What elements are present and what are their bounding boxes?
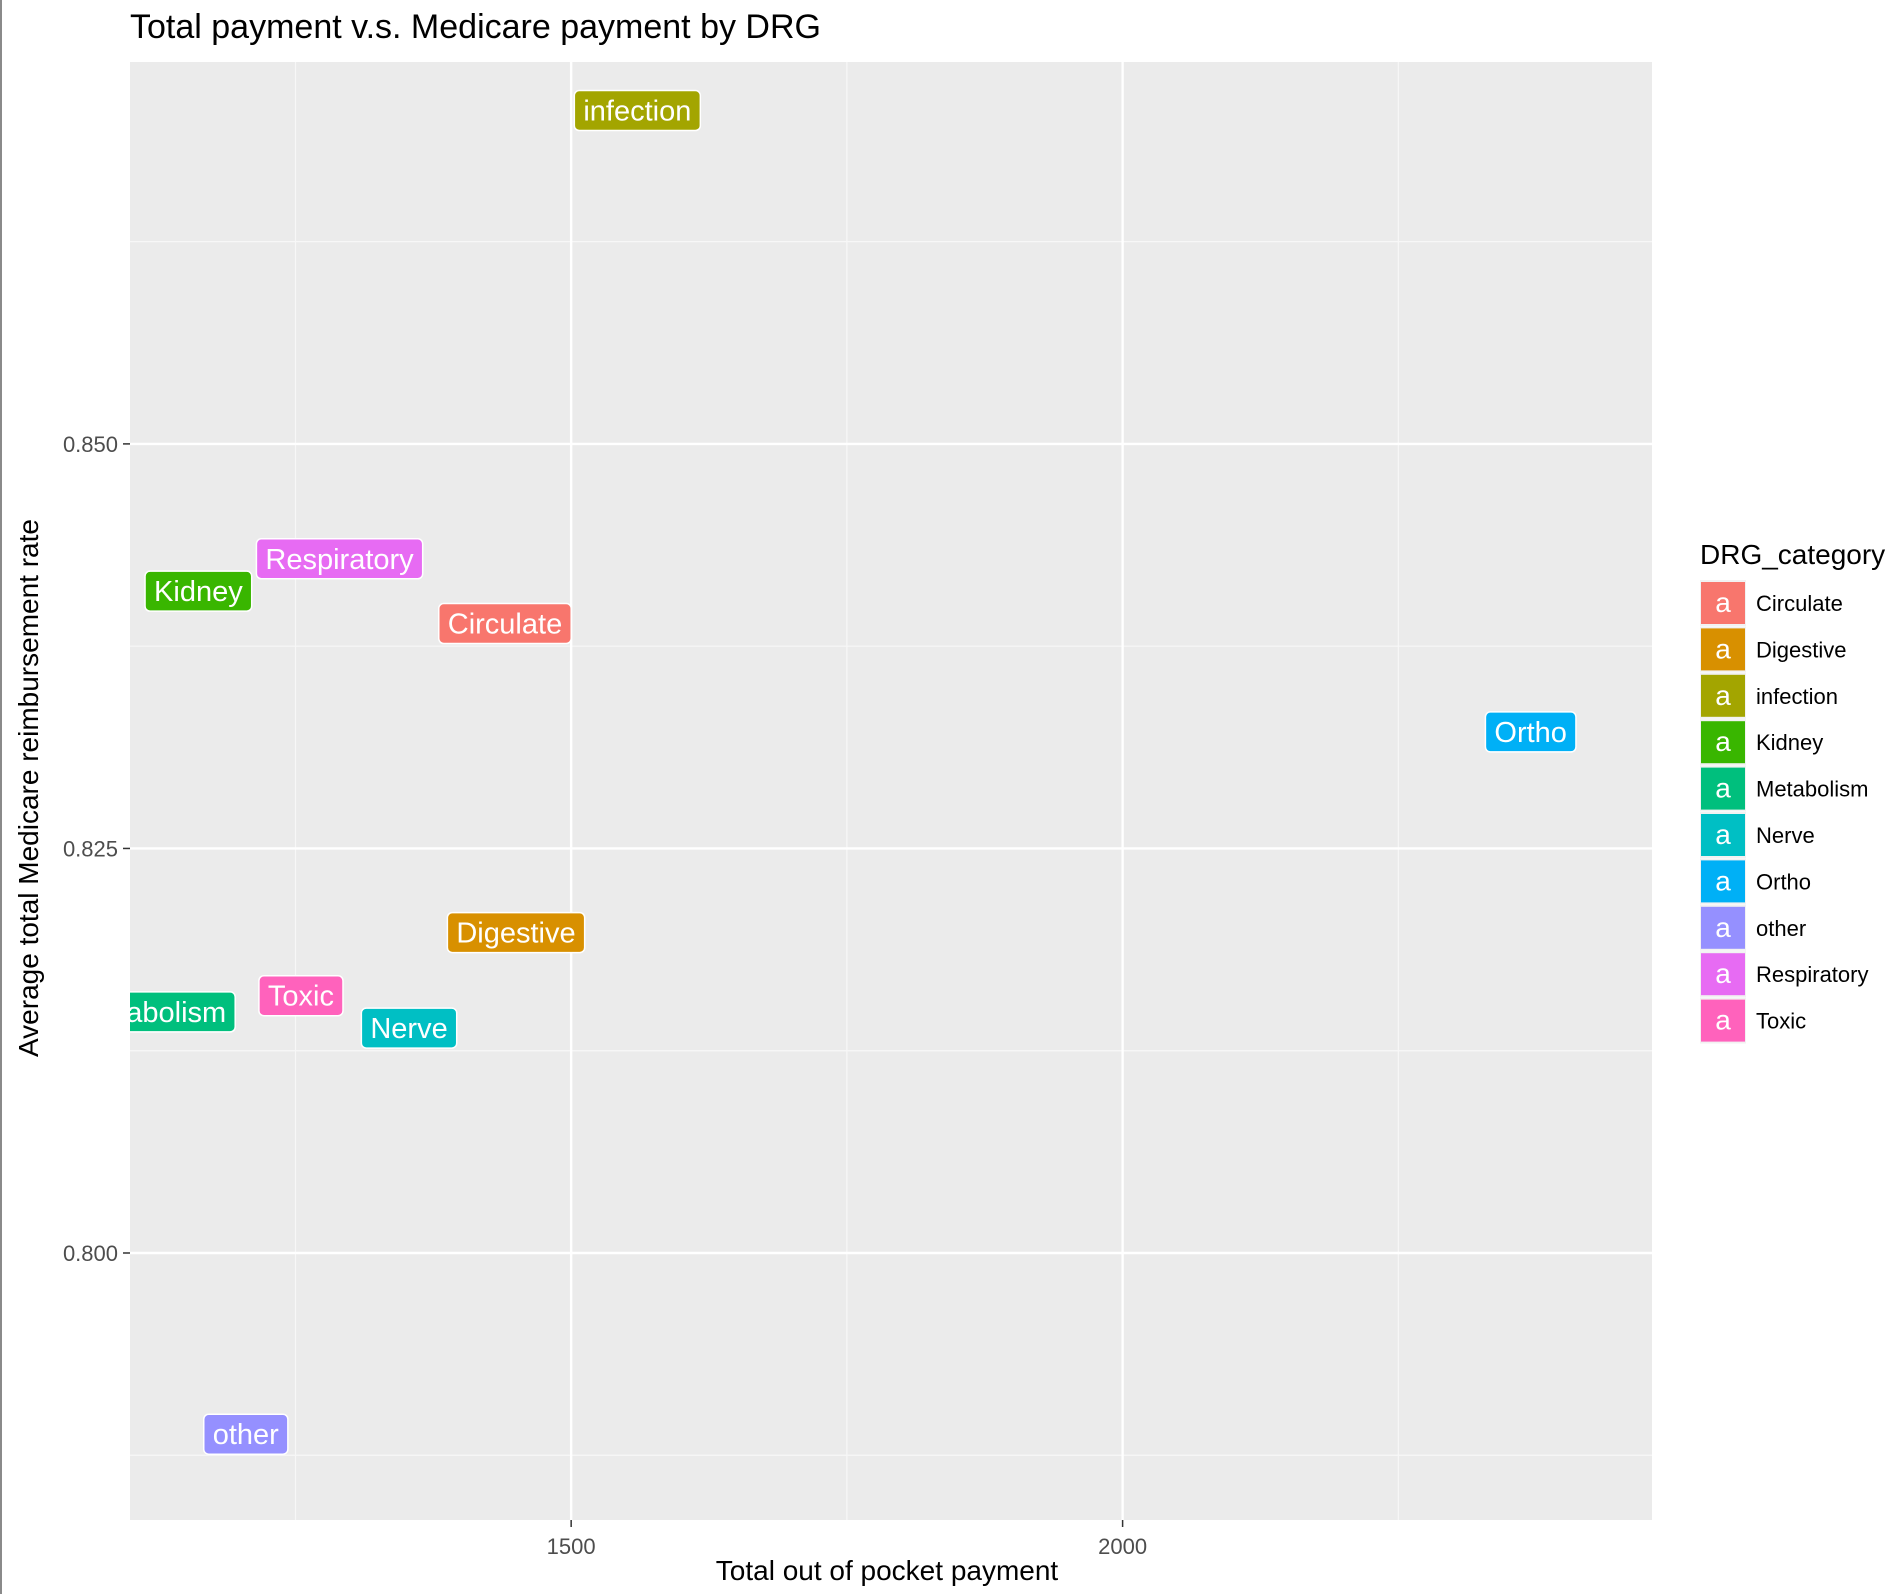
- plot-panel: [130, 62, 1652, 1520]
- legend-item-label: Nerve: [1756, 823, 1815, 848]
- legend-swatch: [1701, 860, 1745, 903]
- legend-item-ortho: a Ortho: [1700, 858, 1811, 905]
- data-label-other: other: [202, 1413, 289, 1455]
- data-labels: Circulate Digestive infection Kidney Metabol…: [78, 89, 1577, 1455]
- legend-swatch: [1701, 674, 1745, 717]
- legend-item-label: Respiratory: [1756, 962, 1868, 987]
- legend-item-nerve: a Nerve: [1700, 812, 1815, 858]
- y-tick-label: 0.800: [63, 1241, 118, 1266]
- legend-item-respiratory: a Respiratory: [1700, 951, 1868, 998]
- legend-key-glyph: a: [1715, 958, 1731, 989]
- data-label-box: [130, 991, 236, 1033]
- legend-swatch: [1701, 953, 1745, 996]
- legend-title: DRG_category: [1700, 539, 1885, 570]
- data-label-text: Ortho: [1494, 717, 1567, 749]
- data-label-box: [1484, 711, 1577, 753]
- data-label-box: [360, 1007, 458, 1049]
- data-label-toxic: Toxic: [258, 974, 344, 1017]
- legend-item-label: Metabolism: [1756, 777, 1868, 802]
- y-axis-label: Average total Medicare reimbursement rat…: [13, 519, 44, 1057]
- legend-key-glyph: a: [1715, 726, 1731, 757]
- legend-swatch: [1701, 721, 1745, 764]
- axes: 1500 2000 0.800 0.825 0.850: [63, 432, 1147, 1559]
- data-label-box: [255, 538, 424, 580]
- data-label-infection: infection: [573, 89, 702, 132]
- data-label-text: Toxic: [268, 981, 334, 1013]
- data-label-text: Respiratory: [265, 544, 414, 576]
- legend-item-circulate: a Circulate: [1700, 580, 1843, 626]
- grid-minor: [130, 62, 1652, 1520]
- data-label-metabolism: Metabolism: [78, 991, 236, 1033]
- data-label-text: other: [213, 1419, 279, 1451]
- data-label-nerve: Nerve: [360, 1007, 458, 1049]
- legend-key-glyph: a: [1715, 865, 1731, 896]
- data-label-box: [438, 602, 572, 645]
- data-label-box: [258, 974, 344, 1017]
- y-tick-label: 0.825: [63, 836, 118, 861]
- x-tick-label: 2000: [1098, 1534, 1147, 1559]
- legend-item-other: a other: [1700, 904, 1806, 951]
- data-label-respiratory: Respiratory: [255, 538, 424, 580]
- data-label-circulate: Circulate: [438, 602, 572, 645]
- x-axis-label: Total out of pocket payment: [716, 1555, 1059, 1586]
- left-edge-strip: [0, 0, 2, 1594]
- data-label-text: infection: [583, 96, 691, 128]
- legend-item-label: Toxic: [1756, 1009, 1806, 1034]
- legend-swatch: [1701, 582, 1745, 624]
- data-label-box: [144, 570, 253, 612]
- legend-item-label: infection: [1756, 684, 1838, 709]
- legend-swatch: [1701, 999, 1745, 1042]
- legend-key-glyph: a: [1715, 819, 1731, 850]
- legend-item-kidney: a Kidney: [1700, 719, 1823, 766]
- legend-swatch: [1701, 906, 1745, 949]
- legend-item-infection: a infection: [1700, 672, 1838, 719]
- data-label-text: Digestive: [456, 918, 575, 950]
- legend-item-label: Kidney: [1756, 730, 1823, 755]
- legend-swatch: [1701, 628, 1745, 671]
- legend-key-glyph: a: [1715, 680, 1731, 711]
- legend-key-glyph: a: [1715, 912, 1731, 943]
- legend-item-label: Digestive: [1756, 637, 1846, 662]
- data-label-digestive: Digestive: [446, 911, 586, 954]
- data-label-kidney: Kidney: [144, 570, 253, 612]
- grid-major: [130, 62, 1652, 1520]
- legend-item-label: Circulate: [1756, 591, 1843, 616]
- data-label-text: Circulate: [448, 609, 562, 641]
- data-label-ortho: Ortho: [1484, 711, 1577, 753]
- legend-item-toxic: a Toxic: [1700, 997, 1806, 1044]
- legend-item-digestive: a Digestive: [1700, 626, 1846, 673]
- data-label-text: Nerve: [370, 1013, 447, 1045]
- chart-title: Total payment v.s. Medicare payment by D…: [130, 8, 821, 46]
- data-label-box: [573, 89, 702, 132]
- legend-swatch: [1701, 814, 1745, 856]
- legend-swatch: [1701, 767, 1745, 810]
- data-label-box: [202, 1413, 289, 1455]
- data-label-text: Kidney: [154, 576, 243, 608]
- legend-key-glyph: a: [1715, 1005, 1731, 1036]
- legend-key-glyph: a: [1715, 587, 1731, 618]
- data-label-text: Metabolism: [78, 997, 226, 1029]
- y-tick-label: 0.850: [63, 432, 118, 457]
- legend-key-glyph: a: [1715, 773, 1731, 804]
- legend-item-label: other: [1756, 916, 1806, 941]
- data-label-box: [446, 911, 586, 954]
- x-tick-label: 1500: [547, 1534, 596, 1559]
- legend-key-glyph: a: [1715, 633, 1731, 664]
- legend-item-label: Ortho: [1756, 869, 1811, 894]
- legend-item-metabolism: a Metabolism: [1700, 765, 1868, 812]
- label-layer: Circulate Digestive infection Kidney Metabol…: [78, 89, 1577, 1455]
